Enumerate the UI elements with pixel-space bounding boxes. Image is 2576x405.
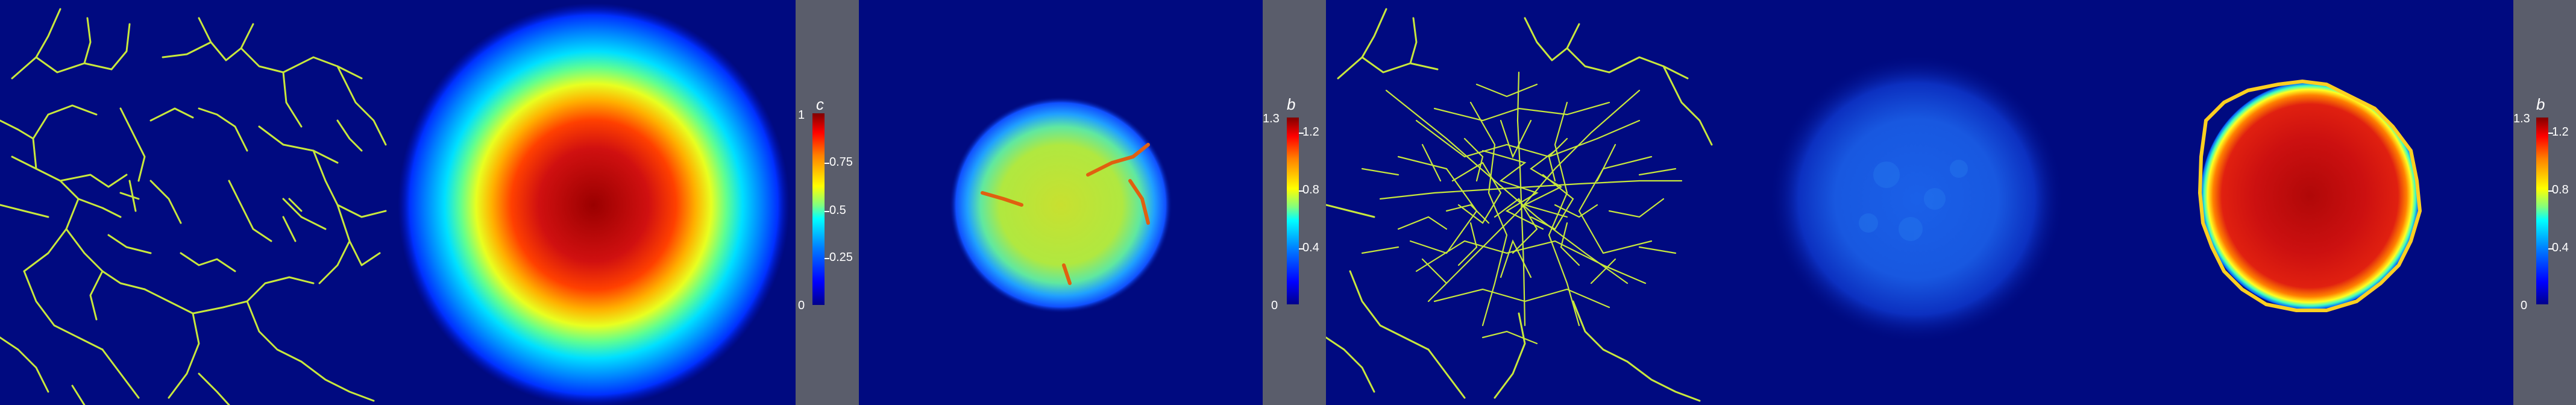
colorbar-b2 (2536, 118, 2548, 304)
colorbar-b1 (1287, 118, 1299, 304)
concentration-field-panel (392, 0, 796, 405)
b-field-panel-saturated (2122, 0, 2513, 405)
colorbar-b1-tick-04: 0.4 (1302, 241, 1319, 254)
colorbar-b1-tick-08: 0.8 (1302, 183, 1319, 196)
colorbar-c-tick-0: 0 (798, 299, 805, 312)
b-field-panel-diffuse (1718, 0, 2122, 405)
colorbar-b2-tick-0: 0 (2521, 299, 2528, 312)
colorbar-title-c: c (816, 95, 824, 113)
colorbar-b1-tick-13: 1.3 (1263, 112, 1280, 125)
b-field-heatmap-diffuse (1769, 54, 2064, 344)
colorbar-title-b1: b (1287, 95, 1296, 113)
vessel-network-dense (1326, 8, 1713, 402)
colorbar-c-mark (825, 211, 829, 212)
vessel-network-panel-dense (1326, 0, 1718, 405)
colorbar-b2-mark (2548, 248, 2553, 250)
colorbar-b2-tick-08: 0.8 (2552, 183, 2569, 196)
colorbar-c-mark (825, 258, 829, 259)
colorbar-c-tick-05: 0.5 (829, 204, 846, 217)
colorbar-c-mark (825, 163, 829, 164)
colorbar-b2-tick-13: 1.3 (2513, 112, 2530, 125)
colorbar-b1-mark (1299, 133, 1304, 134)
colorbar-c-tick-1: 1 (798, 108, 805, 122)
colorbar-c (812, 113, 825, 305)
b-field-heatmap-saturated (2197, 79, 2422, 312)
colorbar-c-tick-075: 0.75 (829, 155, 853, 169)
colorbar-b2-tick-12: 1.2 (2552, 125, 2569, 139)
colorbar-title-b2: b (2536, 95, 2545, 113)
colorbar-b1-mark (1299, 248, 1304, 250)
colorbar-b1-tick-12: 1.2 (1302, 125, 1319, 139)
colorbar-b1-tick-0: 0 (1271, 299, 1278, 312)
b-field-panel-early (859, 0, 1263, 405)
colorbar-b2-mark (2548, 133, 2553, 134)
colorbar-b2-mark (2548, 190, 2553, 192)
colorbar-c-tick-025: 0.25 (829, 251, 853, 264)
colorbar-panel-b1: b 1.3 1.2 0.8 0.4 0 (1263, 0, 1326, 405)
colorbar-b2-tick-04: 0.4 (2552, 241, 2569, 254)
colorbar-panel-b2: b 1.3 1.2 0.8 0.4 0 (2513, 0, 2576, 405)
colorbar-b1-mark (1299, 190, 1304, 192)
vessel-network-panel-initial (0, 0, 392, 405)
b-field-heatmap-early (949, 96, 1172, 313)
vessel-network-sparse (0, 8, 387, 405)
colorbar-panel-c: c 1 0.75 0.5 0.25 0 (796, 0, 859, 405)
concentration-heatmap (398, 3, 790, 405)
